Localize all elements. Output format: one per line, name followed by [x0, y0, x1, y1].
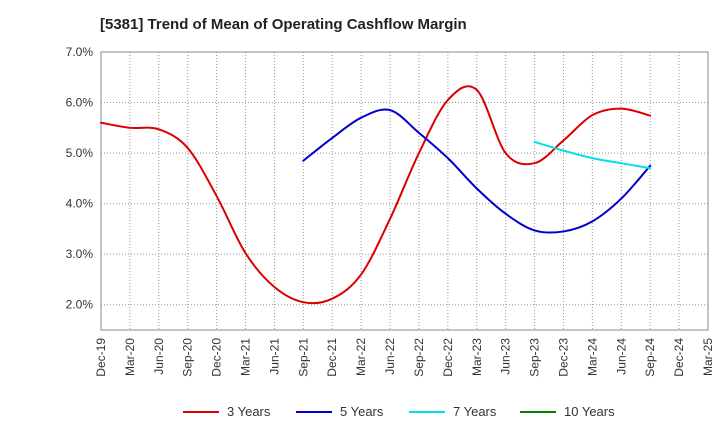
x-tick-label: Dec-19	[94, 338, 108, 377]
x-tick-label: Jun-22	[383, 338, 397, 375]
series-line-7-years	[533, 140, 652, 170]
legend-item-7-years: 7 Years	[409, 404, 496, 419]
series-line-5-years	[302, 108, 652, 234]
x-tick-label: Mar-23	[470, 338, 484, 376]
legend-swatch-5-years	[296, 410, 332, 413]
x-tick-label: Jun-24	[614, 338, 628, 375]
y-tick-label: 4.0%	[66, 197, 94, 211]
x-tick-label: Sep-22	[412, 338, 426, 377]
legend-swatch-7-years	[409, 410, 445, 413]
x-tick-label: Sep-20	[181, 338, 195, 377]
y-tick-label: 5.0%	[66, 146, 94, 160]
y-tick-label: 7.0%	[66, 45, 94, 59]
chart-title: [5381] Trend of Mean of Operating Cashfl…	[100, 16, 467, 33]
y-tick-label: 6.0%	[66, 96, 94, 110]
chart-legend: 3 Years 5 Years 7 Years 10 Years	[0, 404, 720, 426]
legend-swatch-10-years	[520, 410, 556, 413]
x-tick-label: Sep-23	[528, 338, 542, 377]
legend-item-5-years: 5 Years	[296, 404, 383, 419]
legend-item-3-years: 3 Years	[183, 404, 270, 419]
x-tick-label: Dec-20	[210, 338, 224, 377]
x-tick-label: Jun-23	[499, 338, 513, 375]
x-tick-label: Dec-22	[441, 338, 455, 377]
x-tick-label: Dec-24	[672, 338, 686, 377]
series-line-3-years	[100, 85, 652, 305]
x-tick-label: Jun-21	[267, 338, 281, 375]
x-tick-label: Dec-21	[325, 338, 339, 377]
legend-item-10-years: 10 Years	[520, 404, 615, 419]
x-tick-label: Mar-25	[701, 338, 715, 376]
plot-frame	[100, 51, 709, 331]
legend-label-7-years: 7 Years	[453, 404, 497, 419]
x-tick-label: Mar-21	[239, 338, 253, 376]
y-tick-label: 2.0%	[66, 298, 94, 312]
legend-swatch-3-years	[183, 410, 219, 413]
x-tick-label: Sep-21	[296, 338, 310, 377]
x-tick-label: Mar-20	[123, 338, 137, 376]
x-tick-label: Mar-24	[585, 338, 599, 376]
x-tick-label: Mar-22	[354, 338, 368, 376]
x-tick-label: Dec-23	[556, 338, 570, 377]
legend-label-10-years: 10 Years	[564, 404, 615, 419]
y-tick-label: 3.0%	[66, 247, 94, 261]
legend-label-5-years: 5 Years	[340, 404, 384, 419]
legend-label-3-years: 3 Years	[227, 404, 271, 419]
x-tick-label: Sep-24	[643, 338, 657, 377]
x-tick-label: Jun-20	[152, 338, 166, 375]
